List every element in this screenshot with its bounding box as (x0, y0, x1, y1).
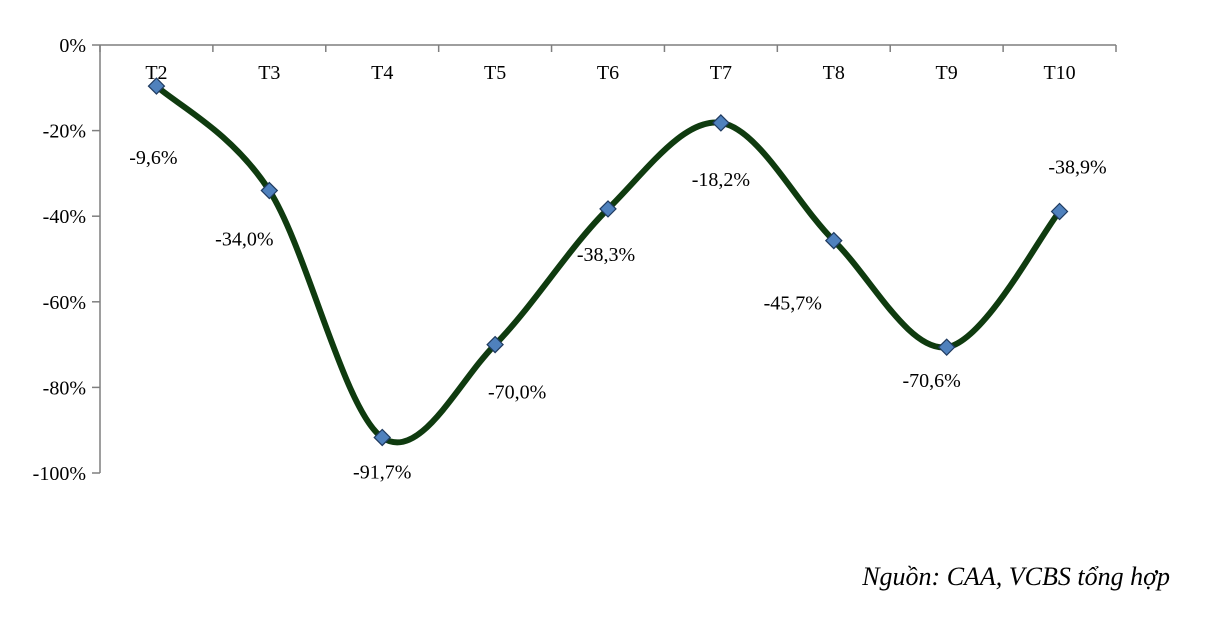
data-point-marker (373, 428, 392, 447)
data-label: -18,2% (692, 169, 750, 191)
data-label: -9,6% (129, 147, 177, 169)
data-point-marker (147, 77, 166, 95)
data-point-marker (712, 114, 730, 132)
data-label: -91,7% (353, 461, 411, 483)
data-label: -70,6% (903, 370, 961, 392)
data-labels: -9,6% -34,0% -91,7% -70,0% -38,3% -18,2% -45,7… (129, 147, 1106, 483)
data-point-marker (1050, 202, 1069, 221)
x-category-label: T3 (258, 62, 280, 84)
data-point-marker (260, 181, 279, 200)
source-note: Nguồn: CAA, VCBS tổng hợp (862, 562, 1170, 591)
x-axis-category-labels: T2 T3 T4 T5 T6 T7 T8 T9 T10 (145, 62, 1075, 84)
y-tick-label: -60% (43, 292, 86, 314)
x-category-label: T2 (145, 62, 167, 84)
y-tick-label: -40% (43, 206, 86, 228)
y-tick-label: -20% (43, 121, 86, 143)
x-category-label: T8 (823, 62, 845, 84)
x-category-label: T6 (597, 62, 619, 84)
data-point-marker (486, 335, 504, 354)
chart-axes (92, 44, 1117, 474)
y-axis-tick-labels: 0% -20% -40% -60% -80% -100% (33, 35, 86, 485)
data-label: -45,7% (764, 293, 822, 315)
series-markers (147, 77, 1069, 447)
x-category-label: T4 (371, 62, 393, 84)
data-label: -38,3% (577, 244, 635, 266)
x-category-label: T9 (936, 62, 958, 84)
data-label: -70,0% (488, 382, 546, 404)
x-category-label: T10 (1043, 62, 1075, 84)
data-label: -38,9% (1048, 156, 1106, 178)
data-point-marker (824, 231, 843, 250)
y-tick-label: -80% (43, 377, 86, 399)
x-category-label: T7 (710, 62, 732, 84)
y-tick-label: 0% (59, 35, 86, 57)
data-label: -34,0% (215, 229, 273, 251)
data-point-marker (937, 338, 956, 357)
y-tick-label: -100% (33, 463, 86, 485)
x-category-label: T5 (484, 62, 506, 84)
data-point-marker (599, 200, 617, 218)
